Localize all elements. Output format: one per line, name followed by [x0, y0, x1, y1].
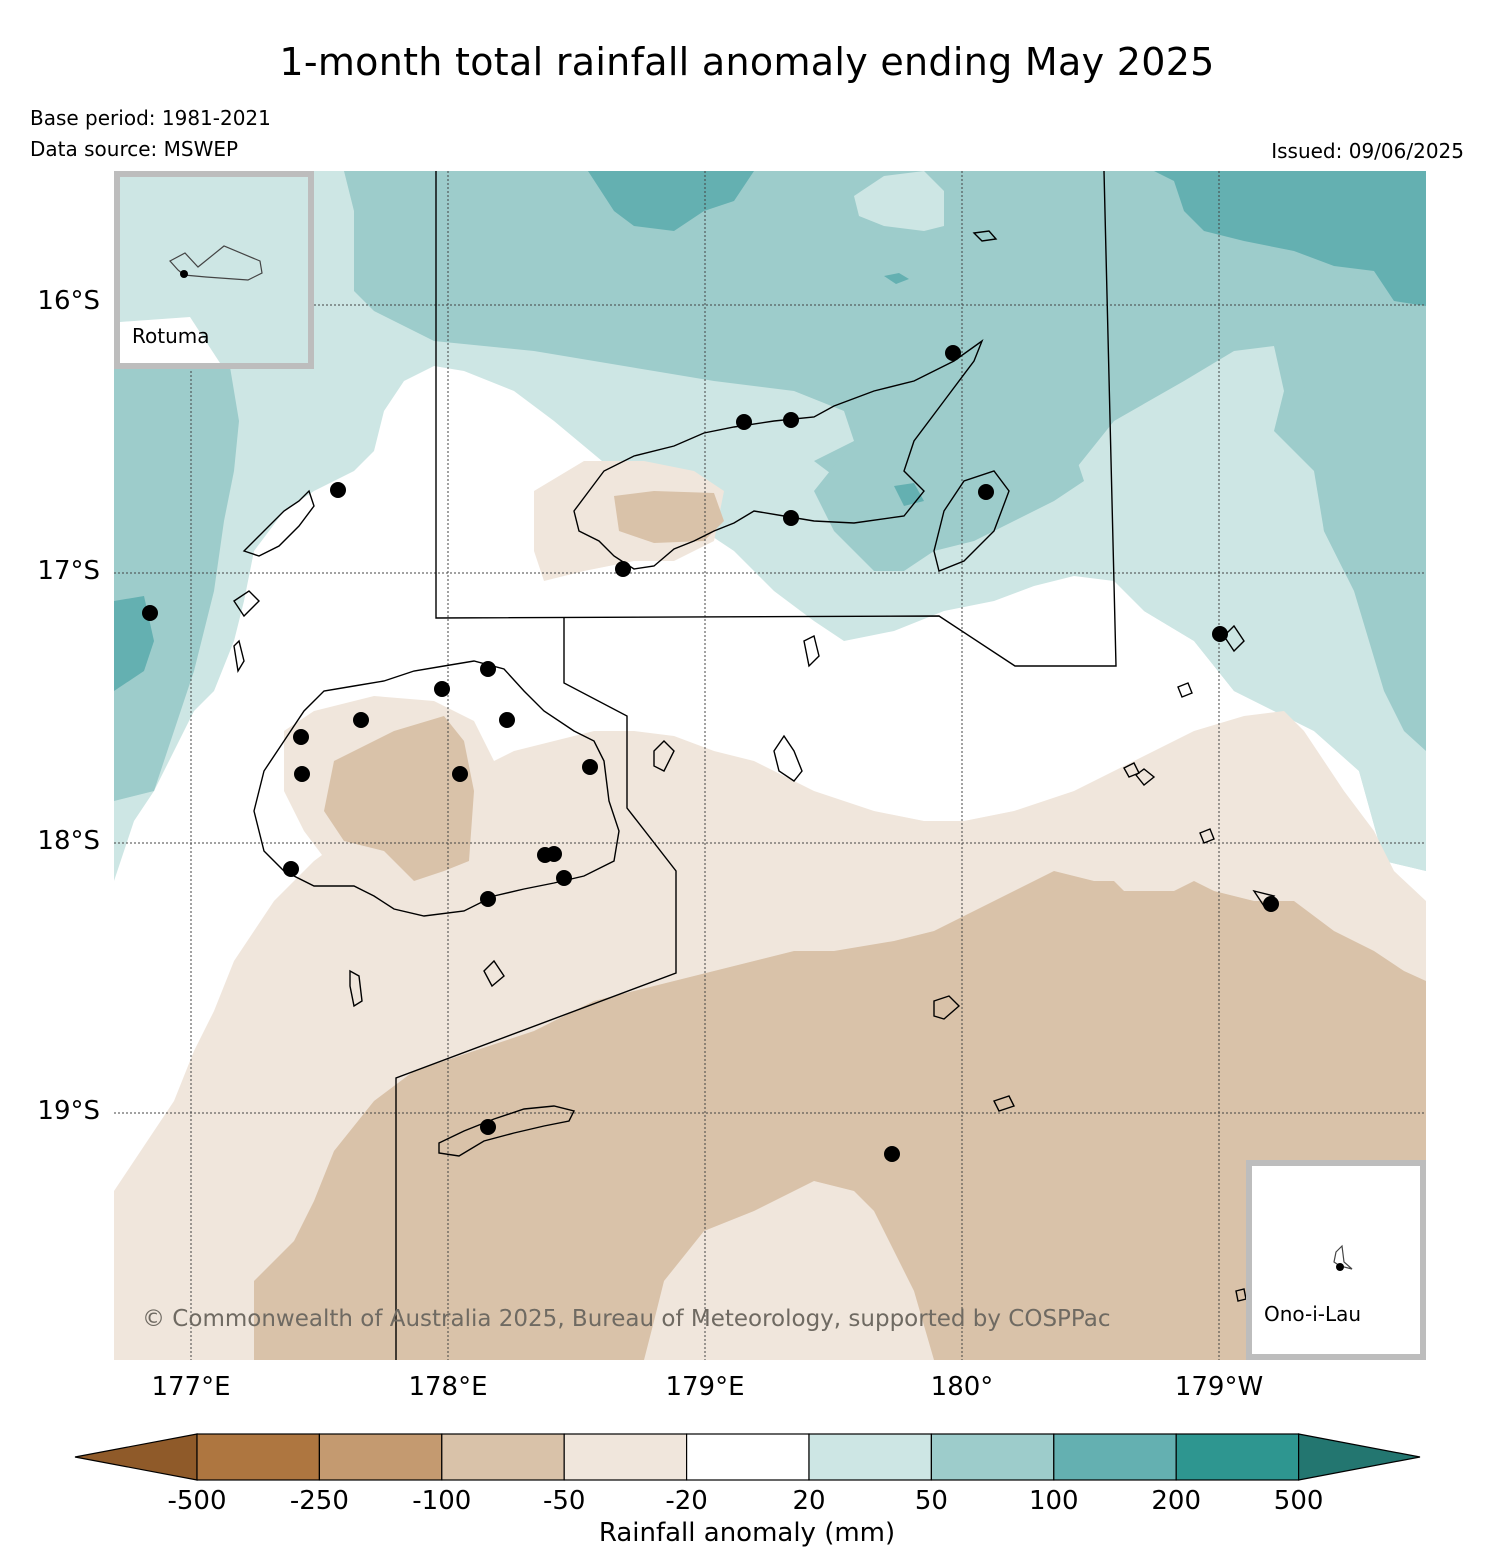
colorbar-bin: [1175, 1433, 1300, 1481]
colorbar-bin: [685, 1433, 810, 1481]
colorbar-bin: [1053, 1433, 1177, 1481]
anomaly-minus50-region: [254, 871, 1426, 1360]
lon-label-178e: 178°E: [408, 1372, 488, 1402]
anomaly-100-200-ne: [1154, 171, 1426, 306]
lat-label-17s: 17°S: [37, 556, 100, 586]
ono-i-lau-inset: Ono-i-Lau: [1246, 1160, 1426, 1360]
anomaly-20-50-east: [1144, 581, 1426, 871]
colorbar-tick-label: 500: [1273, 1486, 1324, 1516]
graticule: [114, 171, 1426, 1360]
colorbar-tick-label: -100: [412, 1486, 472, 1516]
colorbar-extend-low: [74, 1433, 198, 1481]
issued-date: Issued: 09/06/2025: [1271, 139, 1464, 163]
lat-label-18s: 18°S: [37, 826, 100, 856]
lat-label-16s: 16°S: [37, 286, 100, 316]
colorbar-tick-label: -250: [289, 1486, 349, 1516]
data-source: Data source: MSWEP: [30, 137, 239, 161]
colorbar-tick-label: 100: [1028, 1486, 1079, 1516]
rainfall-map: [114, 171, 1426, 1360]
ono-i-lau-label: Ono-i-Lau: [1264, 1302, 1362, 1326]
colorbar-tick-label: 50: [914, 1486, 948, 1516]
anomaly-50-100-region: [174, 171, 1426, 641]
lon-label-179w: 179°W: [1174, 1372, 1264, 1402]
colorbar-tick-label: -50: [542, 1486, 586, 1516]
map-title: 1-month total rainfall anomaly ending Ma…: [279, 40, 1215, 84]
colorbar-label: Rainfall anomaly (mm): [598, 1518, 896, 1548]
colorbar-bin: [441, 1433, 565, 1481]
colorbar-tick-label: 200: [1151, 1486, 1202, 1516]
rotuma-inset: Rotuma: [114, 171, 314, 369]
anomaly-100-200-west: [114, 596, 154, 691]
colorbar-bin: [930, 1433, 1055, 1481]
colorbar-bin: [808, 1433, 933, 1481]
colorbar-bin: [563, 1433, 688, 1481]
copyright-notice: © Commonwealth of Australia 2025, Bureau…: [142, 1306, 1111, 1332]
division-boundaries: [395, 171, 1117, 1360]
colorbar-tick-label: -20: [665, 1486, 708, 1516]
lat-label-19s: 19°S: [37, 1096, 100, 1126]
rotuma-label: Rotuma: [132, 324, 210, 348]
colorbar-bin: [196, 1433, 321, 1481]
colorbar-tick-label: 20: [792, 1486, 826, 1516]
colorbar-tick-label: -500: [167, 1486, 227, 1516]
coastlines: [233, 230, 1276, 1302]
base-period: Base period: 1981-2021: [30, 106, 271, 130]
colorbar-extend-high: [1297, 1433, 1421, 1481]
anomaly-50-100-east: [1264, 241, 1426, 751]
anomaly-100-200-north: [588, 171, 754, 231]
lon-label-179e: 179°E: [665, 1372, 745, 1402]
colorbar-bin: [318, 1433, 443, 1481]
station-markers: [142, 345, 1279, 1162]
map-canvas: [114, 171, 1426, 1360]
lon-label-177e: 177°E: [151, 1372, 231, 1402]
lon-label-180: 180°: [930, 1372, 994, 1402]
